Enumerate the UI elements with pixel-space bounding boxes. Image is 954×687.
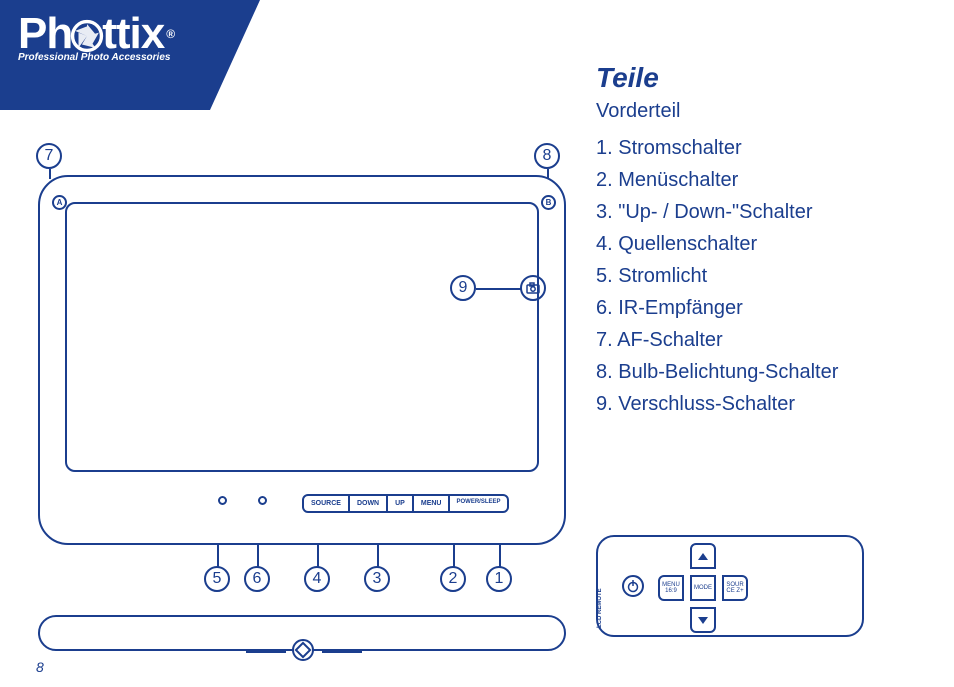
list-item: 6. IR-Empfänger xyxy=(596,292,838,324)
dpad-right: SOUR CE Z+ xyxy=(722,575,748,601)
device-diagram: 7 8 SOURCE DOWN UP MENU POWER/SLEEP A B … xyxy=(36,143,572,663)
button-row: SOURCE DOWN UP MENU POWER/SLEEP xyxy=(302,494,509,513)
callout-2: 2 xyxy=(440,566,466,592)
list-item: 5. Stromlicht xyxy=(596,260,838,292)
callout-line xyxy=(317,545,319,567)
base-line xyxy=(322,651,362,653)
source-button: SOURCE xyxy=(304,496,350,511)
indicator-dot xyxy=(258,496,267,505)
list-item: 8. Bulb-Belichtung-Schalter xyxy=(596,356,838,388)
power-icon xyxy=(622,575,644,597)
aperture-icon xyxy=(70,19,104,53)
up-button: UP xyxy=(388,496,414,511)
brand-logo: Ph ttix ® Professional Photo Accessories xyxy=(18,12,174,63)
mount-detail xyxy=(246,651,356,665)
list-item: 4. Quellenschalter xyxy=(596,228,838,260)
base-line xyxy=(246,651,286,653)
page-number: 8 xyxy=(36,659,44,675)
callout-3: 3 xyxy=(364,566,390,592)
dpad: MENU 16:9 SOUR CE Z+ MODE xyxy=(658,543,748,633)
list-item: 2. Menüschalter xyxy=(596,164,838,196)
logo-text-right: ttix xyxy=(102,12,164,56)
dpad-down xyxy=(690,607,716,633)
remote-diagram: LCD REMOTE MENU 16:9 SOUR CE Z+ MODE xyxy=(596,535,864,637)
list-item: 7. AF-Schalter xyxy=(596,324,838,356)
corner-label-b: B xyxy=(541,195,556,210)
callout-7: 7 xyxy=(36,143,62,169)
lower-callouts: 5 6 4 3 2 1 xyxy=(36,566,572,602)
parts-list: 1. Stromschalter 2. Menüschalter 3. "Up-… xyxy=(596,132,838,420)
power-button: POWER/SLEEP xyxy=(450,496,506,511)
indicator-dot xyxy=(218,496,227,505)
callout-line xyxy=(257,545,259,567)
callout-8: 8 xyxy=(534,143,560,169)
logo-tagline: Professional Photo Accessories xyxy=(18,52,174,63)
callout-9: 9 xyxy=(450,275,476,301)
callout-line xyxy=(476,288,522,290)
down-button: DOWN xyxy=(350,496,388,511)
dpad-center: MODE xyxy=(690,575,716,601)
registered-mark: ® xyxy=(166,28,174,40)
monitor-screen xyxy=(65,202,539,472)
dpad-left: MENU 16:9 xyxy=(658,575,684,601)
list-item: 1. Stromschalter xyxy=(596,132,838,164)
callout-5: 5 xyxy=(204,566,230,592)
callout-line xyxy=(49,169,51,179)
section-subtitle: Vorderteil xyxy=(596,100,681,123)
callout-line xyxy=(217,545,219,567)
shutter-icon xyxy=(520,275,546,301)
callout-line xyxy=(377,545,379,567)
list-item: 9. Verschluss-Schalter xyxy=(596,388,838,420)
callout-1: 1 xyxy=(486,566,512,592)
remote-label: LCD REMOTE xyxy=(597,588,603,628)
dpad-up xyxy=(690,543,716,569)
logo-text-left: Ph xyxy=(18,12,72,56)
monitor-body: SOURCE DOWN UP MENU POWER/SLEEP xyxy=(38,175,566,545)
callout-line xyxy=(499,545,501,567)
callout-4: 4 xyxy=(304,566,330,592)
callout-line xyxy=(453,545,455,567)
menu-button: MENU xyxy=(414,496,451,511)
callout-6: 6 xyxy=(244,566,270,592)
list-item: 3. "Up- / Down-"Schalter xyxy=(596,196,838,228)
section-title: Teile xyxy=(596,62,659,94)
corner-label-a: A xyxy=(52,195,67,210)
